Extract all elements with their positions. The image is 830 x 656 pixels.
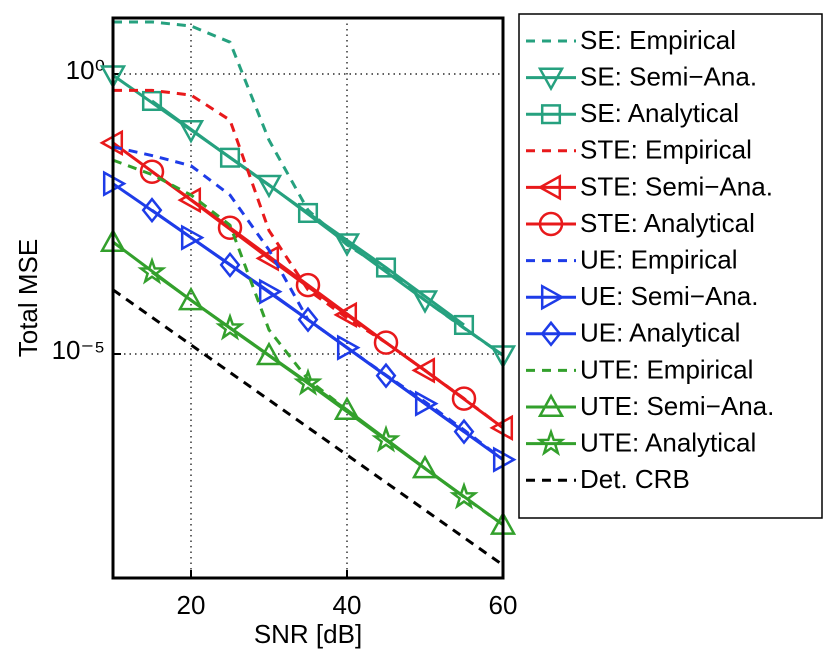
marker [258,278,283,305]
marker [373,330,399,355]
legend-label: STE: Empirical [580,135,752,165]
series-line [112,74,504,357]
y-axis-label: Total MSE [13,239,43,358]
plot-frame [111,16,505,580]
series-line [151,208,465,433]
x-axis-label: SNR [dB] [254,619,362,649]
marker [255,245,280,272]
legend-marker [540,104,562,125]
legend-label: SE: Semi−Ana. [580,61,757,91]
x-tick-label: 20 [177,590,206,620]
marker [333,301,358,328]
marker [336,334,361,361]
y-tick-label: 10⁰ [66,55,105,85]
marker [255,341,283,366]
marker [219,147,241,168]
legend-marker [540,284,565,311]
marker [217,215,243,240]
marker [453,418,475,445]
marker [453,314,475,336]
legend-marker [537,393,565,418]
marker [215,312,245,341]
marker [255,174,283,199]
marker [219,251,241,278]
marker [141,197,163,224]
legend-label: UTE: Empirical [580,354,753,384]
series-line [112,145,504,461]
marker [177,119,205,144]
y-tick-label: 10⁻⁵ [52,335,105,365]
legend-label: UE: Analytical [580,318,740,348]
marker [295,272,321,298]
x-tick-label: 60 [489,590,518,620]
marker [451,386,477,411]
marker [411,357,436,384]
legend-label: SE: Analytical [580,98,739,128]
series-line [151,170,465,400]
marker [177,286,205,311]
marker [293,367,323,396]
x-tick-label: 40 [333,590,362,620]
marker [449,481,479,510]
legend-label: UE: Empirical [580,244,737,274]
legend-marker [537,67,565,92]
marker [375,362,397,389]
marker [371,424,401,453]
legend-label: UTE: Semi−Ana. [580,391,774,421]
legend-box [518,13,823,519]
series-line [151,99,465,327]
legend-label: UTE: Analytical [580,427,756,457]
marker [180,224,205,251]
marker [297,202,319,224]
series-line [151,270,465,499]
marker [411,454,439,479]
legend-label: SE: Empirical [580,25,736,55]
marker [139,159,165,184]
marker [297,306,319,333]
legend-label: STE: Semi−Ana. [580,171,773,201]
marker [137,256,167,285]
legend-label: Det. CRB [580,464,690,494]
legend-marker [537,174,562,201]
legend-label: UE: Semi−Ana. [580,281,758,311]
legend-marker [536,428,566,457]
legend-marker [540,320,562,347]
marker [375,257,397,278]
marker [414,390,439,417]
legend-marker [538,211,564,237]
marker [141,90,163,112]
series-line [113,20,504,357]
legend-label: STE: Analytical [580,208,755,238]
